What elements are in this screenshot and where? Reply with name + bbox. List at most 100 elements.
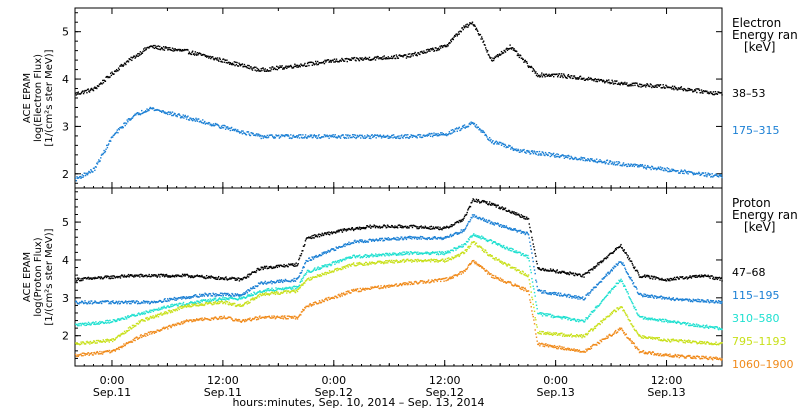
- data-point: [262, 137, 264, 139]
- data-point: [415, 53, 418, 56]
- data-point: [560, 271, 562, 274]
- data-point: [465, 26, 468, 28]
- data-point: [407, 251, 410, 254]
- data-point: [714, 90, 717, 93]
- y-tick-label: 5: [62, 26, 69, 39]
- data-point: [294, 288, 297, 290]
- data-point: [557, 272, 560, 274]
- data-point: [600, 281, 603, 283]
- data-point: [434, 134, 437, 136]
- data-point: [329, 263, 331, 266]
- data-point: [630, 276, 632, 279]
- data-point: [625, 270, 628, 273]
- data-point: [513, 251, 516, 253]
- data-point: [233, 61, 236, 63]
- data-point: [655, 86, 657, 88]
- data-point: [322, 253, 324, 255]
- data-point: [127, 121, 129, 123]
- data-point: [90, 323, 92, 326]
- data-point: [707, 274, 709, 277]
- data-point: [349, 59, 351, 61]
- data-point: [505, 226, 507, 228]
- data-point: [205, 293, 208, 295]
- data-point: [210, 125, 213, 127]
- data-point: [107, 275, 110, 278]
- data-point: [377, 255, 379, 258]
- data-point: [296, 136, 299, 139]
- data-point: [316, 60, 319, 63]
- data-point: [108, 302, 111, 304]
- data-point: [510, 48, 513, 50]
- data-point: [144, 312, 147, 315]
- data-point: [651, 294, 653, 296]
- data-point: [300, 134, 302, 136]
- data-point: [266, 69, 268, 71]
- data-point: [303, 137, 305, 139]
- data-point: [605, 257, 607, 260]
- data-point: [694, 173, 697, 175]
- data-point: [610, 290, 612, 292]
- data-point: [87, 172, 89, 174]
- data-point: [567, 156, 569, 159]
- data-point: [402, 137, 404, 139]
- data-point: [83, 91, 85, 93]
- data-point: [504, 207, 507, 209]
- data-point: [455, 249, 457, 251]
- data-point: [596, 265, 598, 267]
- data-point: [421, 236, 424, 238]
- data-point: [476, 29, 478, 31]
- data-point: [354, 228, 357, 230]
- data-point: [109, 319, 111, 322]
- data-point: [324, 232, 327, 234]
- data-point: [281, 288, 283, 290]
- data-point: [575, 320, 578, 322]
- data-point: [253, 291, 255, 293]
- data-point: [518, 214, 521, 217]
- data-point: [435, 134, 438, 136]
- data-point: [127, 275, 129, 277]
- data-point: [547, 154, 549, 156]
- data-point: [671, 278, 674, 281]
- data-point: [534, 295, 536, 297]
- data-point: [644, 295, 646, 298]
- data-point: [392, 252, 394, 254]
- data-point: [107, 144, 109, 146]
- data-point: [207, 277, 209, 279]
- data-point: [148, 107, 151, 110]
- data-point: [278, 134, 280, 137]
- data-point: [190, 301, 192, 303]
- data-point: [143, 311, 145, 313]
- data-point: [475, 124, 478, 126]
- data-point: [719, 300, 722, 303]
- data-point: [547, 313, 549, 315]
- legend-entry: 47–68: [732, 266, 766, 279]
- data-point: [574, 297, 577, 299]
- data-point: [296, 64, 299, 67]
- legend-entry: 795–1193: [732, 335, 787, 348]
- data-point: [117, 132, 119, 134]
- data-point: [502, 246, 504, 248]
- data-point: [273, 136, 276, 138]
- data-point: [99, 277, 102, 280]
- data-point: [298, 257, 301, 259]
- data-point: [396, 135, 399, 138]
- data-point: [171, 47, 174, 49]
- data-point: [342, 59, 344, 61]
- data-point: [148, 109, 150, 112]
- data-point: [690, 277, 693, 279]
- data-point: [370, 239, 372, 241]
- data-point: [573, 318, 576, 320]
- data-point: [259, 282, 262, 284]
- data-point: [448, 236, 451, 238]
- data-point: [196, 120, 199, 122]
- data-point: [358, 227, 360, 230]
- data-point: [569, 272, 572, 274]
- data-point: [429, 238, 432, 240]
- data-point: [348, 58, 350, 60]
- data-point: [382, 58, 385, 60]
- data-point: [581, 275, 583, 278]
- data-point: [214, 297, 217, 299]
- data-point: [172, 305, 174, 307]
- data-point: [111, 321, 114, 323]
- data-point: [226, 127, 228, 129]
